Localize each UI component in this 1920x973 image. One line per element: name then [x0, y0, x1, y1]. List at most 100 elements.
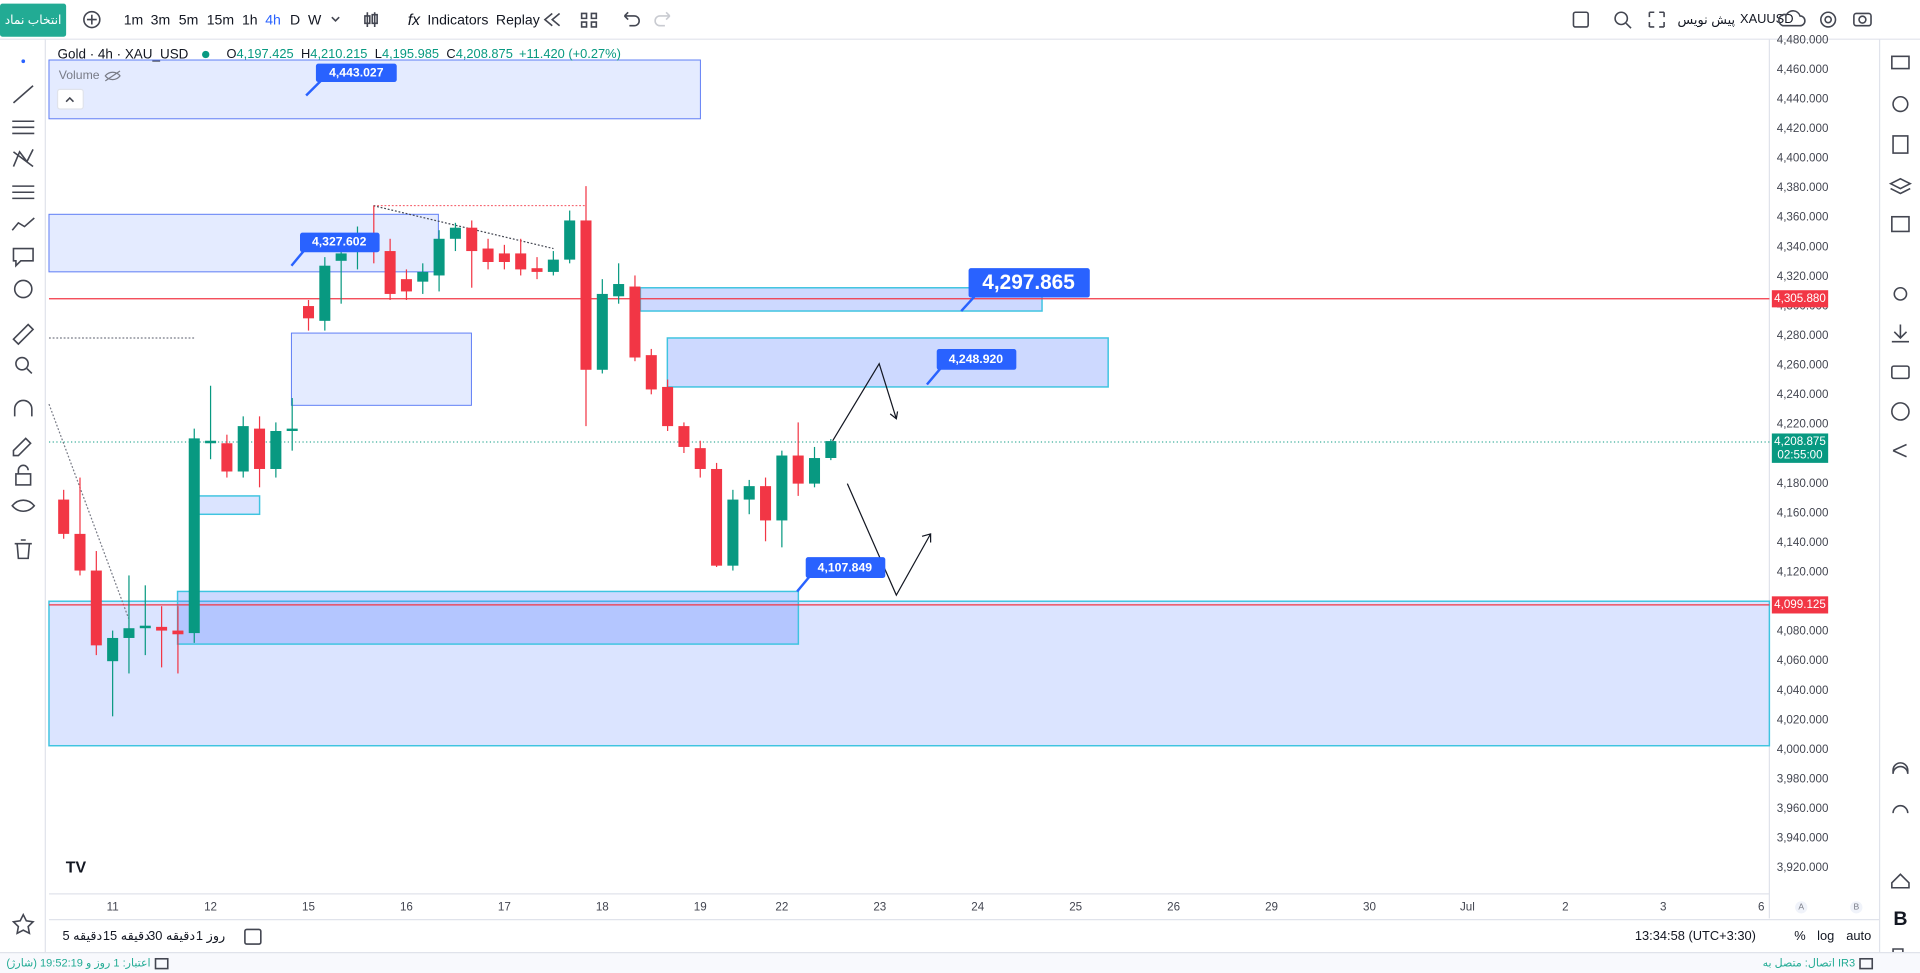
connection-icon — [1859, 957, 1874, 970]
support-icon[interactable] — [1892, 805, 1909, 814]
trendline-tool[interactable] — [12, 85, 34, 104]
symbol-name[interactable]: XAUUSD — [1740, 11, 1794, 26]
range-button[interactable]: 30 دقیقه — [148, 928, 195, 943]
redo-icon[interactable] — [654, 11, 671, 27]
delete-tool[interactable] — [14, 539, 32, 560]
price-label-text[interactable]: 4,248.920 — [949, 352, 1004, 366]
layers-icon[interactable] — [1888, 177, 1912, 195]
zone-box[interactable] — [176, 590, 800, 645]
download-icon[interactable] — [1891, 324, 1909, 343]
interval-button[interactable]: 15m — [207, 12, 234, 28]
range-button[interactable]: روز 1 — [196, 928, 225, 944]
price-label-text[interactable]: 4,107.849 — [818, 560, 873, 574]
interval-button[interactable]: 3m — [151, 12, 171, 28]
price-label-text[interactable]: 4,327.602 — [312, 235, 367, 249]
price-label[interactable] — [936, 348, 1017, 370]
x-tick-label: 29 — [1265, 900, 1278, 913]
auto-scale-button[interactable] — [1795, 901, 1808, 914]
zoom-tool[interactable] — [15, 356, 29, 371]
zone-box[interactable] — [48, 213, 439, 273]
annotation-tool[interactable] — [12, 247, 34, 268]
chart-type-icon[interactable] — [364, 12, 378, 27]
notes-icon[interactable] — [1892, 135, 1909, 154]
auto-toggle[interactable]: auto — [1846, 928, 1871, 943]
visibility-tool[interactable] — [11, 499, 36, 513]
projection-arrow[interactable] — [846, 483, 932, 597]
interval-button[interactable]: 1m — [124, 12, 144, 28]
interval-button[interactable]: D — [290, 12, 300, 28]
alert-search-icon[interactable] — [1614, 11, 1629, 26]
indicators-button[interactable]: Indicators — [427, 12, 488, 28]
interval-button[interactable]: W — [308, 12, 322, 28]
log-toggle[interactable]: log — [1817, 928, 1834, 943]
card-icon[interactable] — [1891, 365, 1910, 380]
price-label[interactable] — [968, 268, 1090, 298]
projection-arrow[interactable] — [832, 362, 899, 442]
volume-hidden-icon[interactable] — [104, 70, 121, 82]
clock[interactable]: 13:34:58 (UTC+3:30) — [1635, 928, 1756, 943]
zone-box[interactable] — [290, 332, 472, 406]
favorites-tool[interactable] — [11, 912, 35, 935]
calendar-icon[interactable] — [1891, 215, 1910, 233]
layout-name[interactable]: پیش نویس — [1678, 12, 1736, 28]
scale-button-b[interactable]: B — [1853, 902, 1859, 912]
snapshot-icon[interactable] — [1853, 12, 1872, 27]
watchlist-icon[interactable] — [1891, 55, 1910, 70]
price-label[interactable] — [315, 63, 397, 83]
scale-button-a[interactable]: A — [1798, 902, 1804, 912]
symbol-search-button[interactable] — [0, 3, 67, 37]
interval-button[interactable]: 1h — [242, 12, 258, 28]
magnet-tool[interactable] — [13, 399, 33, 417]
dotted-trendline[interactable] — [373, 205, 554, 250]
ruler-tool[interactable] — [12, 323, 35, 346]
price-label-text[interactable]: 4,443.027 — [329, 66, 384, 80]
forecast-tool[interactable] — [11, 217, 35, 231]
interval-dropdown[interactable] — [331, 16, 340, 22]
fx-icon[interactable]: fx — [408, 12, 421, 29]
price-label-text[interactable]: 4,297.865 — [982, 271, 1075, 294]
projection-tool[interactable] — [12, 185, 35, 200]
dotted-trendline[interactable] — [48, 403, 130, 619]
symbol-search-text[interactable]: انتخاب نماد — [5, 13, 62, 27]
ohlc-label: L — [375, 47, 382, 62]
scale-button[interactable] — [1850, 901, 1863, 914]
layout-icon[interactable] — [580, 12, 598, 28]
interval-button[interactable]: 4h — [265, 12, 281, 28]
lock-tool[interactable] — [15, 473, 32, 486]
share-icon[interactable] — [1892, 443, 1907, 458]
replay-icon[interactable] — [543, 12, 561, 27]
tv-logo[interactable]: TV — [66, 859, 87, 876]
lock-draw-tool[interactable] — [12, 437, 32, 457]
settings-icon[interactable] — [1820, 11, 1837, 28]
zone-box[interactable] — [666, 337, 1109, 388]
candle-body — [237, 426, 249, 472]
undo-icon[interactable] — [623, 11, 640, 27]
pattern-tool[interactable] — [12, 149, 34, 168]
sidebar-settings-icon[interactable] — [1893, 286, 1908, 301]
price-label[interactable] — [300, 232, 380, 253]
zone-box[interactable] — [197, 495, 261, 516]
support-zone[interactable] — [48, 600, 1771, 747]
date-range-icon[interactable] — [244, 928, 262, 945]
cloud-icon[interactable] — [1778, 10, 1806, 27]
range-button[interactable]: 15 دقیقه — [103, 928, 150, 943]
icon-tool[interactable] — [13, 279, 33, 299]
fib-tool[interactable] — [12, 120, 35, 135]
cursor-tool[interactable] — [21, 59, 26, 64]
add-symbol-icon[interactable] — [83, 10, 101, 29]
fullscreen-box-icon[interactable] — [1572, 11, 1589, 28]
notifications-icon[interactable] — [1892, 762, 1909, 774]
interval-button[interactable]: 5m — [179, 12, 199, 28]
expand-icon[interactable] — [1648, 11, 1665, 28]
percent-toggle[interactable]: % — [1794, 928, 1805, 943]
range-button[interactable]: 5 دقیقه — [62, 928, 102, 943]
y-tick-label: 4,400.000 — [1777, 152, 1829, 165]
home-icon[interactable] — [1891, 873, 1910, 889]
replay-button[interactable]: Replay — [496, 12, 541, 28]
price-label[interactable] — [805, 557, 886, 578]
profile-icon[interactable] — [1891, 402, 1910, 421]
candle-body — [90, 570, 102, 646]
broker-icon[interactable]: B — [1893, 908, 1907, 930]
alerts-icon[interactable] — [1892, 95, 1909, 113]
